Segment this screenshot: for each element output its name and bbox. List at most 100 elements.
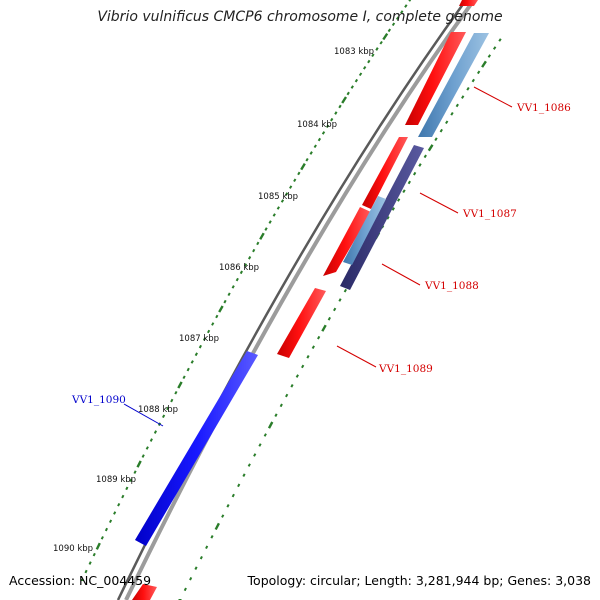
length-label: Length: xyxy=(364,573,412,588)
inner-tick-mark xyxy=(166,406,170,411)
outer-tick-mark xyxy=(317,335,321,340)
inner-tick-mark xyxy=(408,0,412,2)
outer-tick-mark xyxy=(194,566,198,570)
inner-tick-mark xyxy=(133,470,137,474)
topology-value: circular; xyxy=(310,573,361,588)
gene-top-forward[interactable] xyxy=(459,0,478,6)
inner-tick-mark xyxy=(280,199,285,203)
gene-vv1-1090[interactable] xyxy=(135,351,258,546)
inner-tick-mark xyxy=(170,398,174,403)
outer-tick-mark xyxy=(247,463,251,467)
gene-vv1-1088-reverse[interactable] xyxy=(343,196,386,265)
inner-tick-mark xyxy=(117,502,121,507)
genes-value: 3,038 xyxy=(555,573,591,588)
backbone-outer xyxy=(124,0,476,600)
inner-tick-mark xyxy=(149,438,153,442)
gene-vv1-1086-reverse[interactable] xyxy=(418,33,489,137)
tick-label: 1083 kbp xyxy=(334,47,374,57)
gene-label-vv1-1090[interactable]: VV1_1090 xyxy=(71,394,126,406)
inner-tick-mark xyxy=(330,117,334,122)
tick-label: 1089 kbp xyxy=(96,475,136,485)
tick-label: 1085 kbp xyxy=(258,192,298,202)
inner-tick-mark xyxy=(231,285,235,289)
tick-label: 1086 kbp xyxy=(219,263,259,273)
genome-summary: Topology: circular; Length: 3,281,944 bp… xyxy=(248,573,591,588)
outer-tick-mark xyxy=(481,60,487,68)
outer-tick-mark xyxy=(321,324,327,332)
inner-tick-mark xyxy=(95,542,101,550)
inner-tick-mark xyxy=(395,16,400,20)
inner-tick-mark xyxy=(190,360,194,364)
gene-vv1-1087-forward[interactable] xyxy=(362,137,408,209)
inner-tick-mark xyxy=(272,213,276,217)
inner-tick-mark xyxy=(305,157,309,162)
inner-tick-mark xyxy=(300,162,306,171)
inner-tick-mark xyxy=(375,47,379,51)
inner-tick-mark xyxy=(235,277,239,282)
inner-tick-mark xyxy=(211,322,215,326)
gene-leader-lines xyxy=(123,86,513,427)
outer-tick-mark xyxy=(413,171,417,176)
inner-tick-track xyxy=(80,0,412,581)
outer-tick-mark xyxy=(466,86,470,91)
inner-tick-mark xyxy=(239,270,243,275)
outer-tick-mark xyxy=(237,483,241,488)
outer-tick-mark xyxy=(327,316,331,321)
outer-tick-mark xyxy=(391,207,395,211)
gene-vv1-1089-forward[interactable] xyxy=(277,288,326,358)
inner-tick-mark xyxy=(174,390,178,395)
outer-tick-mark xyxy=(189,576,193,581)
inner-tick-mark xyxy=(371,53,375,58)
inner-tick-mark xyxy=(404,4,408,8)
outer-tick-mark xyxy=(487,54,492,58)
outer-tick-mark xyxy=(199,555,203,560)
inner-tick-mark xyxy=(362,66,367,70)
outer-tick-mark xyxy=(210,535,214,539)
gene-label-vv1-1086[interactable]: VV1_1086 xyxy=(516,102,571,114)
inner-tick-mark xyxy=(325,124,330,129)
inner-tick-mark xyxy=(289,185,293,189)
inner-tick-mark xyxy=(108,519,113,524)
inner-tick-mark xyxy=(227,292,231,297)
inner-tick-mark xyxy=(346,91,350,96)
accession-label: Accession: xyxy=(9,573,76,588)
accession-info: Accession: NC_004459 xyxy=(9,573,151,588)
gene-vv1-1088-forward[interactable] xyxy=(323,207,371,276)
inner-tick-mark xyxy=(202,337,207,341)
outer-tick-mark xyxy=(427,144,434,152)
outer-tick-mark xyxy=(231,493,235,498)
tick-label: 1084 kbp xyxy=(297,120,337,130)
inner-tick-mark xyxy=(400,10,404,14)
inner-tick-mark xyxy=(125,486,129,491)
inner-tick-mark xyxy=(243,263,248,267)
inner-tick-mark xyxy=(177,381,183,389)
inner-tick-mark xyxy=(218,305,224,313)
inner-tick-mark xyxy=(297,171,301,176)
outer-tick-mark xyxy=(183,587,187,592)
outer-tick-mark xyxy=(407,180,411,185)
inner-tick-mark xyxy=(367,59,371,64)
outer-tick-mark xyxy=(290,384,294,388)
outer-tick-mark xyxy=(333,307,337,312)
inner-tick-mark xyxy=(338,104,342,109)
outer-tick-mark xyxy=(214,522,220,531)
inner-tick-mark xyxy=(153,430,158,434)
outer-tick-mark xyxy=(492,46,497,50)
outer-tick-mark xyxy=(274,413,278,417)
gene-vv1-1087-reverse[interactable] xyxy=(340,145,424,290)
outer-tick-mark xyxy=(402,189,406,194)
gene-label-vv1-1088[interactable]: VV1_1088 xyxy=(424,280,479,292)
gene-label-vv1-1087[interactable]: VV1_1087 xyxy=(462,208,517,220)
genes-label: Genes: xyxy=(507,573,552,588)
inner-tick-mark xyxy=(92,552,96,557)
tick-label: 1087 kbp xyxy=(179,334,219,344)
inner-tick-mark xyxy=(252,248,256,253)
gene-vv1-1086-forward[interactable] xyxy=(405,32,466,125)
outer-tick-mark xyxy=(338,298,342,302)
gene-bottom-forward[interactable] xyxy=(132,584,157,600)
inner-tick-mark xyxy=(145,446,149,450)
outer-tick-mark xyxy=(418,163,422,167)
inner-tick-mark xyxy=(313,144,317,149)
gene-label-vv1-1089[interactable]: VV1_1089 xyxy=(378,363,433,375)
